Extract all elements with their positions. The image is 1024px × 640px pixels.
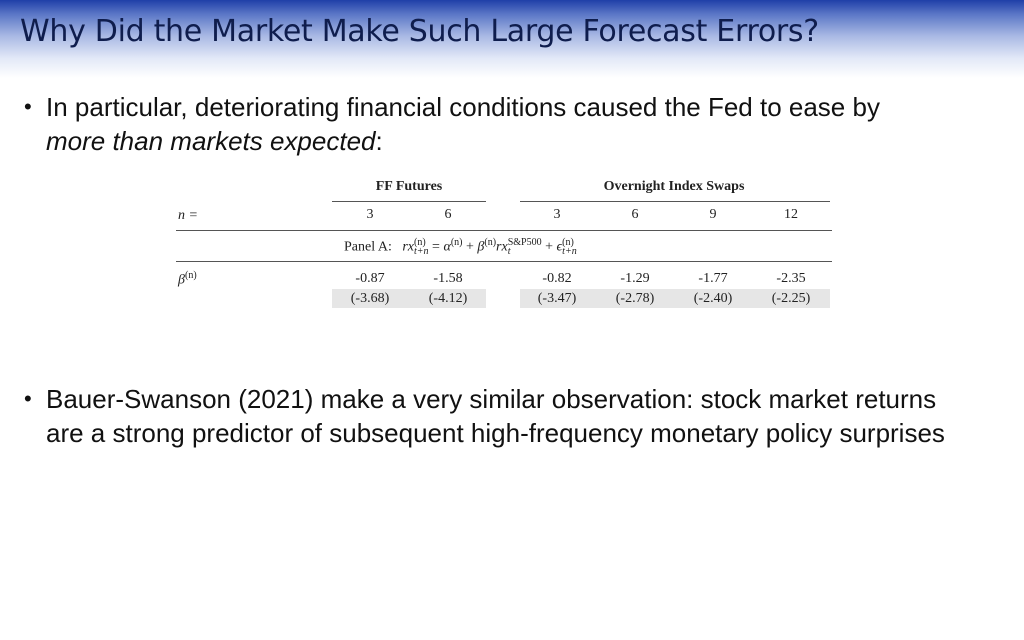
group-rule-ois bbox=[520, 201, 830, 202]
eq-beta: β bbox=[477, 239, 485, 255]
eq-rx2: rx bbox=[496, 239, 508, 255]
coef-ff-3: -0.87 bbox=[355, 271, 385, 286]
coef-ff-6: -1.58 bbox=[433, 271, 463, 286]
coef-ois-6: -1.29 bbox=[620, 271, 650, 286]
coef-ois-12: -2.35 bbox=[776, 271, 806, 286]
tstat-shade-ff bbox=[332, 289, 486, 308]
tstat-ff-3: (-3.68) bbox=[350, 291, 390, 306]
tstat-shade-ois bbox=[520, 289, 830, 308]
n-label: n = bbox=[178, 208, 198, 223]
bullet-dot: • bbox=[24, 386, 32, 411]
tstat-ois-3: (-3.47) bbox=[537, 291, 577, 306]
bullet-1-italic: more than markets expected bbox=[46, 126, 376, 156]
eq-sup-n: (n) bbox=[414, 237, 426, 249]
eq-eps-sub: t+n bbox=[562, 246, 577, 258]
eq-alpha-sup: (n) bbox=[450, 237, 463, 248]
bullet-1-suffix: : bbox=[375, 126, 383, 156]
eq-sub-t: t bbox=[507, 246, 511, 258]
bullet-1-text: In particular, deteriorating financial c… bbox=[46, 92, 880, 122]
beta-sup: (n) bbox=[184, 270, 197, 281]
horizon-ff-3: 3 bbox=[366, 207, 374, 222]
horizon-ois-12: 12 bbox=[784, 207, 798, 222]
eq-equals: = bbox=[432, 239, 440, 255]
tstat-ff-6: (-4.12) bbox=[428, 291, 468, 306]
eq-alpha: α bbox=[443, 239, 451, 255]
horizon-ois-9: 9 bbox=[709, 207, 717, 222]
eq-sup-sp: S&P500 bbox=[507, 237, 542, 249]
group-rule-ff bbox=[332, 201, 486, 202]
regression-table: FF Futures Overnight Index Swaps n = 3 6… bbox=[176, 176, 832, 312]
coef-ois-9: -1.77 bbox=[698, 271, 728, 286]
eq-plus-1: + bbox=[465, 239, 474, 255]
beta-symbol: β bbox=[178, 272, 185, 288]
bullet-2: • Bauer-Swanson (2021) make a very simil… bbox=[24, 382, 964, 450]
panel-a-equation: Panel A: rx (n) t+n = α(n) + β(n)rx S&P500 t… bbox=[344, 237, 577, 258]
bullet-1-body: In particular, deteriorating financial c… bbox=[46, 90, 984, 158]
beta-row-label: β(n) bbox=[178, 270, 197, 289]
eq-beta-sup: (n) bbox=[484, 237, 497, 248]
bullet-dot: • bbox=[24, 94, 32, 119]
horizon-ois-3: 3 bbox=[553, 207, 561, 222]
tstat-ois-6: (-2.78) bbox=[615, 291, 655, 306]
bullet-2-text: Bauer-Swanson (2021) make a very similar… bbox=[46, 384, 945, 448]
group-header-ois: Overnight Index Swaps bbox=[603, 179, 745, 194]
rule-below-panel bbox=[176, 261, 832, 262]
eq-rx: rx bbox=[402, 239, 415, 255]
eq-epsilon: ϵ bbox=[556, 239, 563, 255]
bullet-1: • In particular, deteriorating financial… bbox=[24, 90, 984, 158]
horizon-ff-6: 6 bbox=[444, 207, 452, 222]
eq-eps-sup: (n) bbox=[562, 237, 574, 249]
panel-label: Panel A: bbox=[344, 239, 392, 255]
coef-ois-3: -0.82 bbox=[542, 271, 572, 286]
tstat-ois-9: (-2.40) bbox=[693, 291, 733, 306]
slide-title: Why Did the Market Make Such Large Forec… bbox=[20, 14, 819, 49]
eq-sub-tn: t+n bbox=[414, 246, 429, 258]
horizon-ois-6: 6 bbox=[631, 207, 639, 222]
rule-below-horizons bbox=[176, 230, 832, 231]
eq-plus-2: + bbox=[545, 239, 554, 255]
title-bar: Why Did the Market Make Such Large Forec… bbox=[0, 0, 1024, 78]
group-header-ff-futures: FF Futures bbox=[375, 179, 443, 194]
tstat-ois-12: (-2.25) bbox=[771, 291, 811, 306]
